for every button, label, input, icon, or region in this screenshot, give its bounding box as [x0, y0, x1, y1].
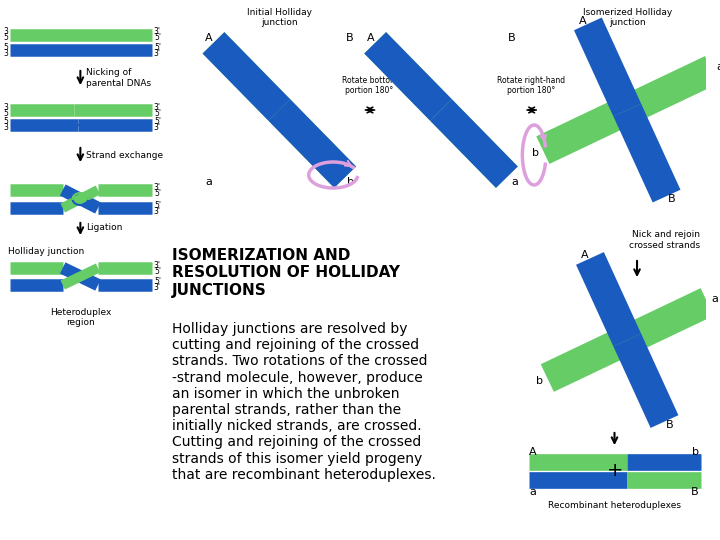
Text: 5': 5' — [154, 33, 161, 43]
Text: ISOMERIZATION AND
RESOLUTION OF HOLLIDAY
JUNCTIONS: ISOMERIZATION AND RESOLUTION OF HOLLIDAY… — [171, 248, 400, 298]
Text: 3': 3' — [154, 206, 161, 215]
Text: Nicking of
parental DNAs: Nicking of parental DNAs — [86, 68, 151, 87]
Text: 3': 3' — [154, 28, 161, 37]
Text: 3: 3 — [3, 103, 8, 111]
Text: 3': 3' — [154, 260, 161, 269]
Text: Strand exchange: Strand exchange — [86, 151, 163, 159]
Text: 5': 5' — [154, 188, 161, 198]
Text: A: A — [579, 16, 587, 26]
Text: A: A — [366, 33, 374, 43]
Text: b: b — [536, 376, 543, 386]
Text: 3': 3' — [154, 49, 161, 57]
Text: b: b — [692, 447, 699, 457]
Text: 5': 5' — [154, 109, 161, 118]
Text: B: B — [691, 487, 699, 497]
Text: 5: 5 — [3, 118, 8, 126]
Text: Rotate right-hand
portion 180°: Rotate right-hand portion 180° — [497, 76, 565, 95]
Text: 3: 3 — [3, 124, 8, 132]
Text: Nick and rejoin
crossed strands: Nick and rejoin crossed strands — [629, 230, 700, 249]
Text: a: a — [529, 487, 536, 497]
Text: B: B — [508, 33, 516, 43]
Text: Initial Holliday
junction: Initial Holliday junction — [247, 8, 312, 28]
Text: B: B — [667, 194, 675, 204]
Text: a: a — [511, 177, 518, 187]
Text: 3': 3' — [154, 183, 161, 192]
Text: 3: 3 — [3, 49, 8, 57]
Text: 5: 5 — [3, 109, 8, 118]
Text: Holliday junction: Holliday junction — [8, 247, 84, 256]
Text: A: A — [581, 251, 589, 260]
Text: A: A — [529, 447, 537, 457]
Text: 5': 5' — [154, 267, 161, 275]
Text: 3: 3 — [3, 28, 8, 37]
Text: b: b — [531, 148, 539, 158]
Text: a: a — [716, 62, 720, 72]
Text: a: a — [711, 294, 719, 304]
Text: B: B — [665, 420, 673, 429]
Text: 5': 5' — [154, 43, 161, 51]
Text: b: b — [346, 177, 354, 187]
Text: B: B — [346, 33, 354, 43]
Text: Ligation: Ligation — [86, 224, 122, 233]
Text: 5': 5' — [154, 200, 161, 210]
Text: 3': 3' — [154, 284, 161, 293]
Text: Recombinant heteroduplexes: Recombinant heteroduplexes — [549, 501, 682, 510]
Text: 5: 5 — [3, 43, 8, 51]
Text: 3': 3' — [154, 124, 161, 132]
Text: 3': 3' — [154, 103, 161, 111]
Text: 5': 5' — [154, 278, 161, 287]
Text: Isomerized Holliday
junction: Isomerized Holliday junction — [582, 8, 672, 28]
Text: a: a — [205, 177, 212, 187]
Text: Holliday junctions are resolved by
cutting and rejoining of the crossed
strands.: Holliday junctions are resolved by cutti… — [171, 322, 436, 482]
Text: 5: 5 — [3, 33, 8, 43]
Text: Heteroduplex
region: Heteroduplex region — [50, 308, 111, 327]
Text: Rotate bottom
portion 180°: Rotate bottom portion 180° — [342, 76, 397, 95]
Text: A: A — [204, 33, 212, 43]
Text: 5': 5' — [154, 118, 161, 126]
Text: +: + — [607, 462, 624, 481]
